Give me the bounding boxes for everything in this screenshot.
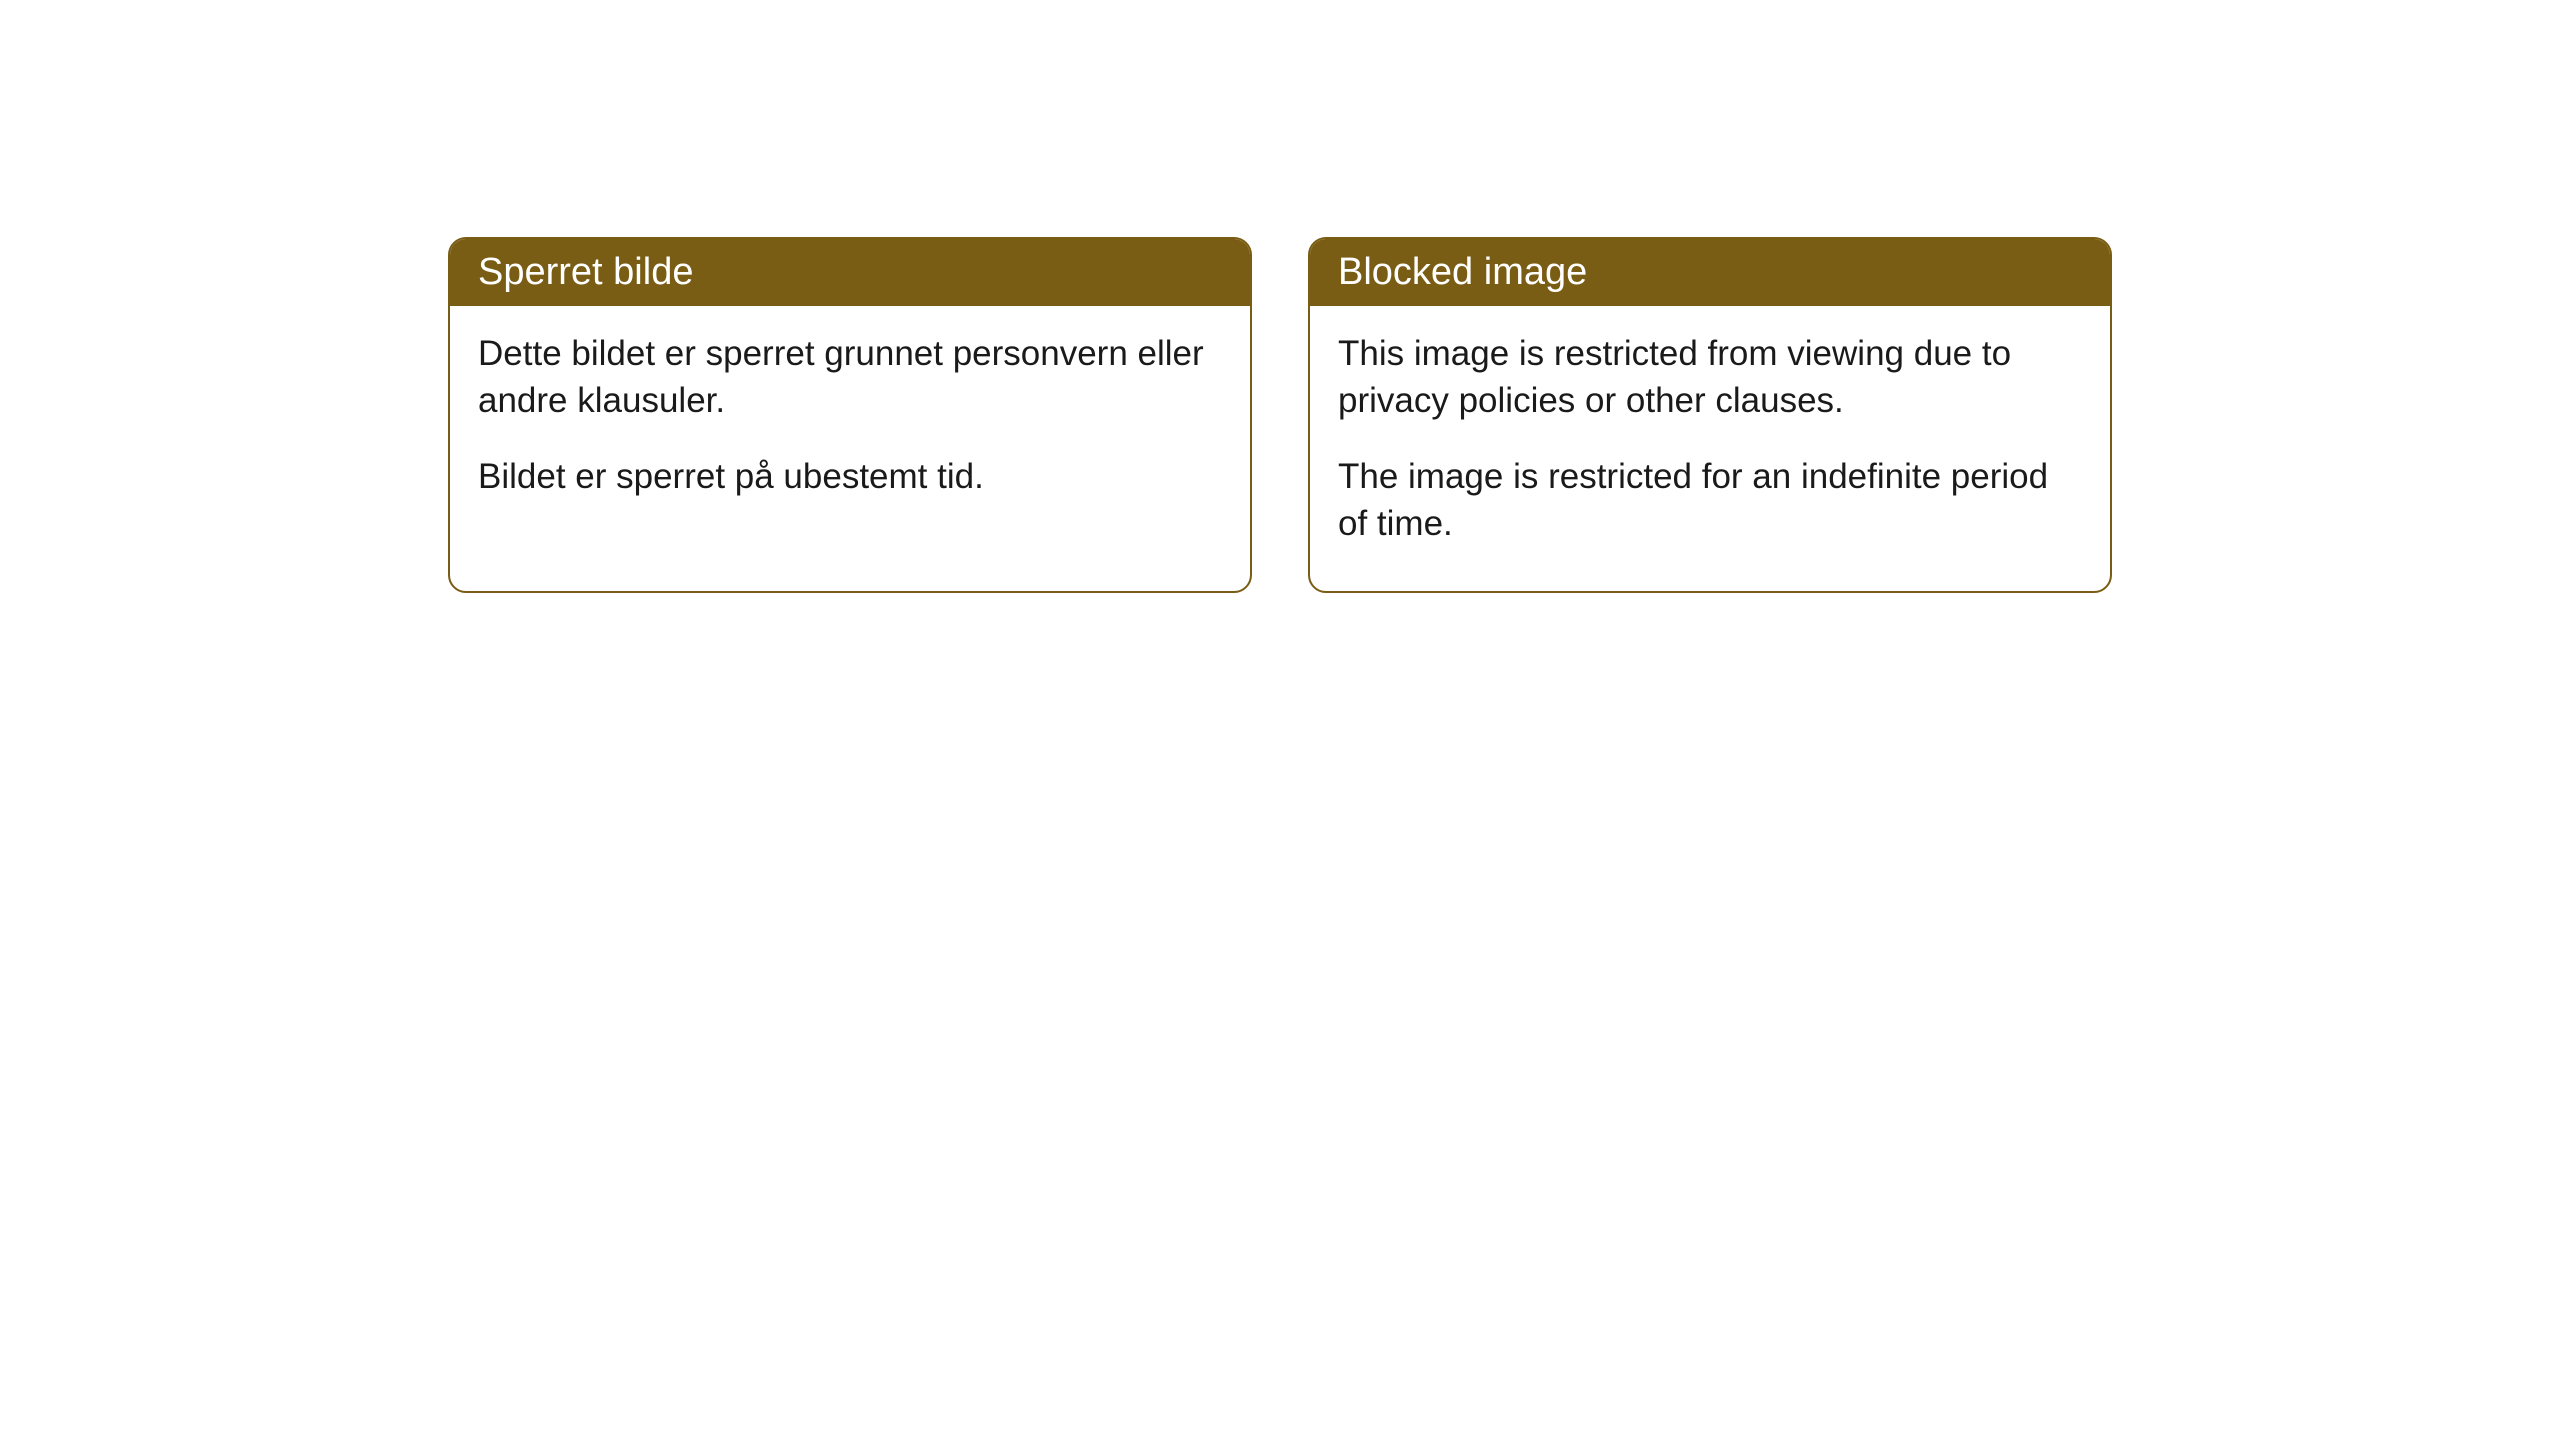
card-paragraph: Bildet er sperret på ubestemt tid. bbox=[478, 453, 1222, 500]
card-paragraph: Dette bildet er sperret grunnet personve… bbox=[478, 330, 1222, 425]
notice-cards-container: Sperret bilde Dette bildet er sperret gr… bbox=[448, 237, 2112, 593]
card-paragraph: This image is restricted from viewing du… bbox=[1338, 330, 2082, 425]
card-body: Dette bildet er sperret grunnet personve… bbox=[450, 306, 1250, 544]
card-paragraph: The image is restricted for an indefinit… bbox=[1338, 453, 2082, 548]
notice-card-english: Blocked image This image is restricted f… bbox=[1308, 237, 2112, 593]
card-header: Blocked image bbox=[1310, 239, 2110, 306]
notice-card-norwegian: Sperret bilde Dette bildet er sperret gr… bbox=[448, 237, 1252, 593]
card-header: Sperret bilde bbox=[450, 239, 1250, 306]
card-title: Blocked image bbox=[1338, 251, 1587, 293]
card-body: This image is restricted from viewing du… bbox=[1310, 306, 2110, 591]
card-title: Sperret bilde bbox=[478, 251, 693, 293]
